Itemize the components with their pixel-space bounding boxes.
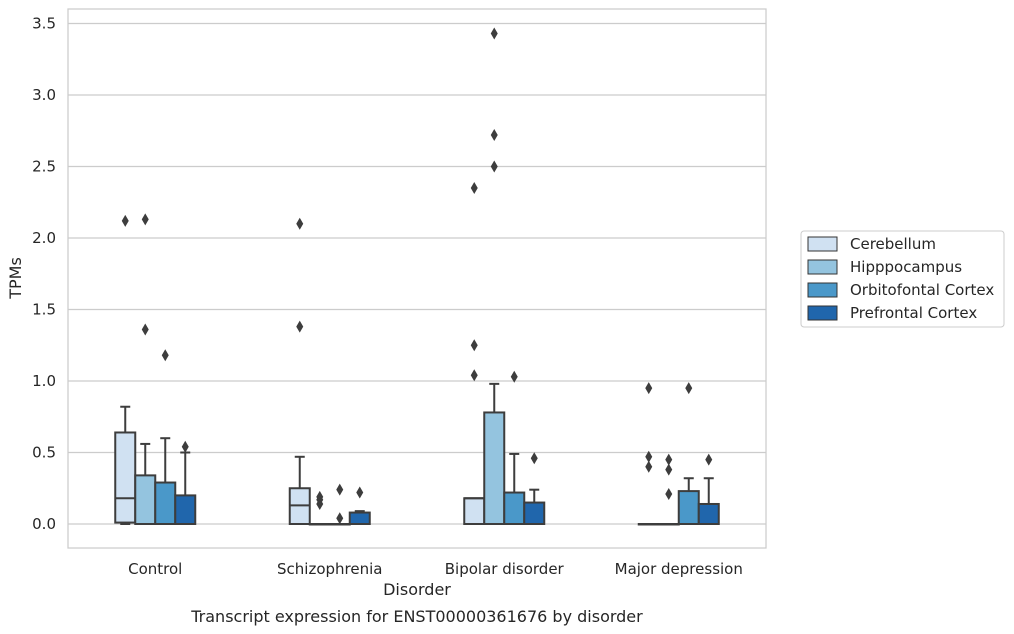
box bbox=[348, 511, 371, 525]
outlier-point bbox=[470, 181, 478, 194]
outlier-point bbox=[685, 382, 693, 395]
legend-label: Cerebellum bbox=[850, 235, 936, 253]
box-group bbox=[328, 483, 351, 526]
x-tick-label: Major depression bbox=[615, 560, 743, 578]
y-tick-label: 0.0 bbox=[32, 515, 56, 533]
box bbox=[697, 502, 720, 526]
box-group bbox=[154, 349, 177, 525]
y-tick-label: 3.0 bbox=[32, 86, 56, 104]
y-tick-label: 1.5 bbox=[32, 301, 56, 319]
outlier-point bbox=[490, 129, 498, 142]
box bbox=[483, 411, 506, 525]
outlier-point bbox=[645, 450, 653, 463]
outlier-point bbox=[141, 323, 149, 336]
box-group bbox=[288, 217, 311, 525]
box-group bbox=[697, 453, 720, 526]
outlier-point bbox=[316, 490, 324, 503]
box-groups bbox=[114, 27, 720, 526]
box-group bbox=[348, 486, 371, 525]
legend-swatch bbox=[807, 305, 838, 321]
x-tick-labels: Control Schizophrenia Bipolar disorder Majo… bbox=[128, 560, 743, 578]
box bbox=[174, 494, 197, 525]
box bbox=[463, 497, 486, 526]
box bbox=[523, 501, 546, 525]
legend-swatch bbox=[807, 236, 838, 252]
outlier-point bbox=[296, 217, 304, 230]
box-group bbox=[174, 440, 197, 525]
outlier-point bbox=[645, 460, 653, 473]
box bbox=[503, 491, 526, 526]
outlier-point bbox=[336, 512, 344, 525]
outlier-point bbox=[141, 213, 149, 226]
plot-frame bbox=[67, 8, 767, 549]
legend-label: Hipppocampus bbox=[850, 258, 962, 276]
box-group bbox=[308, 490, 331, 526]
y-tick-labels: 0.0 0.5 1.0 1.5 2.0 2.5 3.0 3.5 bbox=[32, 15, 56, 534]
y-tick-label: 2.5 bbox=[32, 158, 56, 176]
outlier-point bbox=[181, 440, 189, 453]
outlier-point bbox=[356, 486, 364, 499]
legend-swatch bbox=[807, 282, 838, 298]
outlier-point bbox=[665, 463, 673, 476]
legend-label: Orbitofontal Cortex bbox=[850, 281, 994, 299]
x-tick-label: Bipolar disorder bbox=[445, 560, 565, 578]
box-group bbox=[483, 27, 506, 525]
box bbox=[677, 490, 700, 525]
legend: Cerebellum Hipppocampus Orbitofontal Corte… bbox=[800, 230, 1005, 328]
y-tick-label: 0.5 bbox=[32, 444, 56, 462]
outlier-point bbox=[665, 487, 673, 500]
outlier-point bbox=[121, 214, 129, 227]
y-axis-label: TPMs bbox=[6, 257, 25, 300]
outlier-point bbox=[490, 27, 498, 40]
box-group bbox=[463, 181, 486, 526]
outlier-point bbox=[161, 349, 169, 362]
y-tick-label: 1.0 bbox=[32, 372, 56, 390]
outlier-point bbox=[510, 370, 518, 383]
legend-swatch bbox=[807, 259, 838, 275]
box bbox=[154, 481, 177, 525]
outlier-point bbox=[665, 453, 673, 466]
x-tick-label: Control bbox=[128, 560, 182, 578]
box-group bbox=[503, 370, 526, 526]
outlier-point bbox=[530, 452, 538, 465]
outlier-point bbox=[490, 160, 498, 173]
outlier-point bbox=[296, 320, 304, 333]
outlier-point bbox=[470, 369, 478, 382]
box-group bbox=[523, 452, 546, 525]
outlier-point bbox=[470, 339, 478, 352]
plot-area bbox=[68, 9, 766, 548]
x-axis-label: Disorder bbox=[383, 580, 451, 599]
legend-label: Prefrontal Cortex bbox=[850, 304, 977, 322]
outlier-point bbox=[705, 453, 713, 466]
x-tick-label: Schizophrenia bbox=[277, 560, 382, 578]
outlier-point bbox=[645, 382, 653, 395]
chart-caption: Transcript expression for ENST0000036167… bbox=[190, 607, 643, 626]
box bbox=[114, 431, 137, 524]
box bbox=[134, 474, 157, 526]
box-group bbox=[637, 382, 660, 526]
y-tick-label: 3.5 bbox=[32, 15, 56, 33]
outlier-point bbox=[336, 483, 344, 496]
y-tick-label: 2.0 bbox=[32, 229, 56, 247]
legend-frame bbox=[800, 230, 1005, 328]
